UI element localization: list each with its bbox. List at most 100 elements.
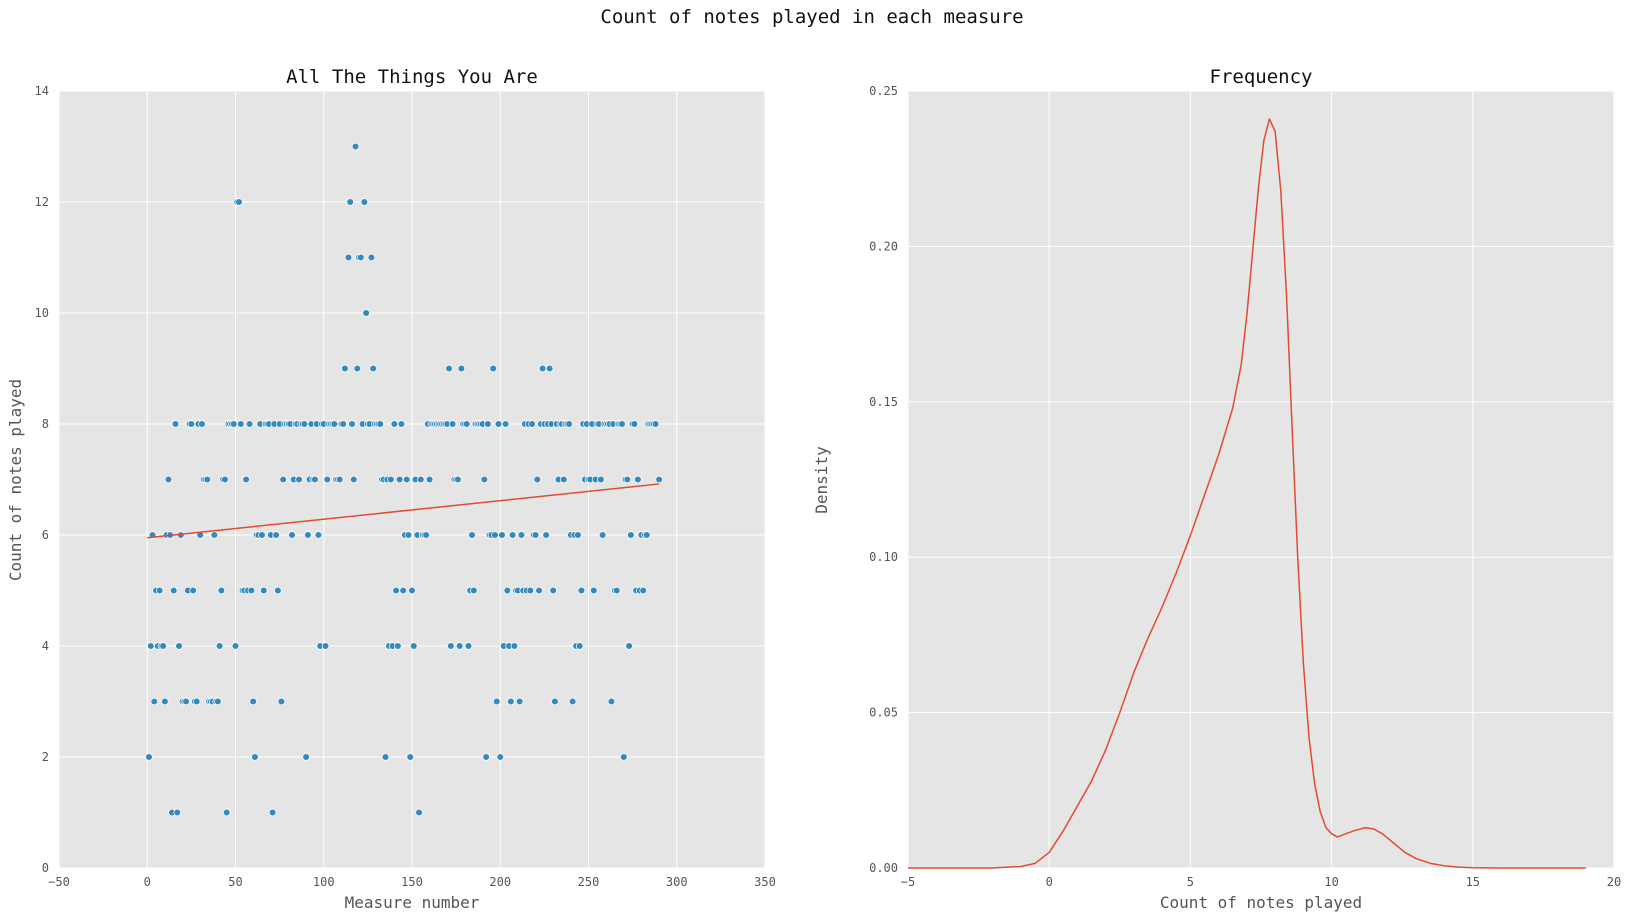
density-x-tick-label: 15 <box>1466 875 1480 889</box>
scatter-point <box>344 253 353 262</box>
scatter-y-tick-label: 0 <box>42 861 49 875</box>
scatter-point <box>311 475 319 484</box>
scatter-point <box>330 420 339 428</box>
scatter-point <box>542 531 550 539</box>
scatter-point <box>187 420 196 428</box>
scatter-point <box>346 198 354 206</box>
scatter-point <box>171 420 180 428</box>
scatter-point <box>630 420 639 428</box>
scatter-point <box>251 753 259 761</box>
scatter-point <box>528 420 536 428</box>
scatter-point <box>517 531 526 539</box>
scatter-point <box>508 531 517 539</box>
fit-line-group <box>147 483 660 539</box>
scatter-points <box>145 142 663 817</box>
scatter-point <box>642 531 651 539</box>
scatter-point <box>341 364 349 373</box>
scatter-point <box>169 586 178 595</box>
scatter-point <box>272 531 280 539</box>
scatter-point <box>560 475 568 484</box>
scatter-y-tick-label: 2 <box>42 750 49 764</box>
scatter-point <box>425 475 434 484</box>
scatter-point <box>482 753 490 761</box>
scatter-point <box>300 420 309 428</box>
scatter-point <box>618 420 626 428</box>
scatter-point <box>321 642 330 650</box>
density-panel: −5 0 5 10 15 20 0.00 0.05 0.10 0.15 0.20 0.25 Freq… <box>812 66 1621 912</box>
scatter-point <box>150 697 159 706</box>
scatter-x-axis-label: Measure number <box>345 893 480 912</box>
scatter-point <box>498 531 506 539</box>
scatter-point <box>353 364 362 373</box>
scatter-point <box>367 253 376 262</box>
scatter-point <box>410 642 418 650</box>
scatter-x-tick-labels: −50 0 50 100 150 200 250 300 350 <box>48 875 776 889</box>
scatter-point <box>249 697 257 706</box>
scatter-x-tick-label: 200 <box>489 875 511 889</box>
scatter-point <box>422 531 430 539</box>
scatter-point <box>392 586 400 595</box>
scatter-point <box>503 586 512 595</box>
scatter-point <box>159 642 167 650</box>
scatter-point <box>515 697 524 706</box>
scatter-point <box>651 420 660 428</box>
scatter-point <box>623 475 632 484</box>
scatter-point <box>173 808 182 817</box>
scatter-x-tick-label: 150 <box>401 875 423 889</box>
scatter-point <box>222 808 231 817</box>
scatter-x-tick-label: 350 <box>754 875 776 889</box>
scatter-point <box>381 753 390 761</box>
figure-title: Count of notes played in each measure <box>600 6 1023 28</box>
scatter-y-tick-label: 12 <box>35 195 49 209</box>
scatter-point <box>655 475 663 484</box>
scatter-point <box>259 586 268 595</box>
scatter-point <box>598 531 607 539</box>
scatter-point <box>457 364 466 373</box>
scatter-y-tick-label: 10 <box>35 306 49 320</box>
density-y-tick-label: 0.25 <box>869 84 898 98</box>
scatter-point <box>235 198 243 206</box>
scatter-point <box>607 697 616 706</box>
scatter-point <box>314 531 323 539</box>
density-x-tick-label: 5 <box>1187 875 1194 889</box>
scatter-point <box>574 531 582 539</box>
scatter-point <box>395 475 404 484</box>
scatter-point <box>468 531 476 539</box>
density-x-tick-labels: −5 0 5 10 15 20 <box>901 875 1621 889</box>
scatter-point <box>492 697 501 706</box>
scatter-point <box>277 697 286 706</box>
density-line-group <box>908 118 1586 869</box>
scatter-point <box>357 253 365 262</box>
scatter-point <box>362 309 370 317</box>
scatter-x-tick-label: 100 <box>313 875 335 889</box>
scatter-point <box>535 586 543 595</box>
scatter-y-tick-label: 6 <box>42 528 49 542</box>
scatter-point <box>496 753 505 761</box>
scatter-point <box>448 420 457 428</box>
scatter-point <box>454 475 462 484</box>
scatter-point <box>526 586 535 595</box>
scatter-point <box>627 531 635 539</box>
scatter-point <box>408 586 416 595</box>
scatter-x-tick-label: 300 <box>666 875 688 889</box>
scatter-point <box>215 642 224 650</box>
scatter-point <box>597 475 605 484</box>
scatter-point <box>229 420 238 428</box>
scatter-point <box>214 697 222 706</box>
scatter-point <box>533 475 542 484</box>
fit-line <box>147 483 660 539</box>
scatter-point <box>625 642 633 650</box>
scatter-point <box>612 586 621 595</box>
density-x-axis-label: Count of notes played <box>1160 893 1362 912</box>
density-y-tick-label: 0.20 <box>869 239 898 253</box>
scatter-point <box>551 697 559 706</box>
scatter-point <box>620 753 628 761</box>
density-x-tick-label: 20 <box>1607 875 1621 889</box>
scatter-y-tick-label: 14 <box>35 84 49 98</box>
scatter-x-tick-label: 250 <box>578 875 600 889</box>
scatter-point <box>147 642 155 650</box>
scatter-point <box>545 364 554 373</box>
density-x-tick-label: 10 <box>1324 875 1338 889</box>
scatter-point <box>161 697 169 706</box>
